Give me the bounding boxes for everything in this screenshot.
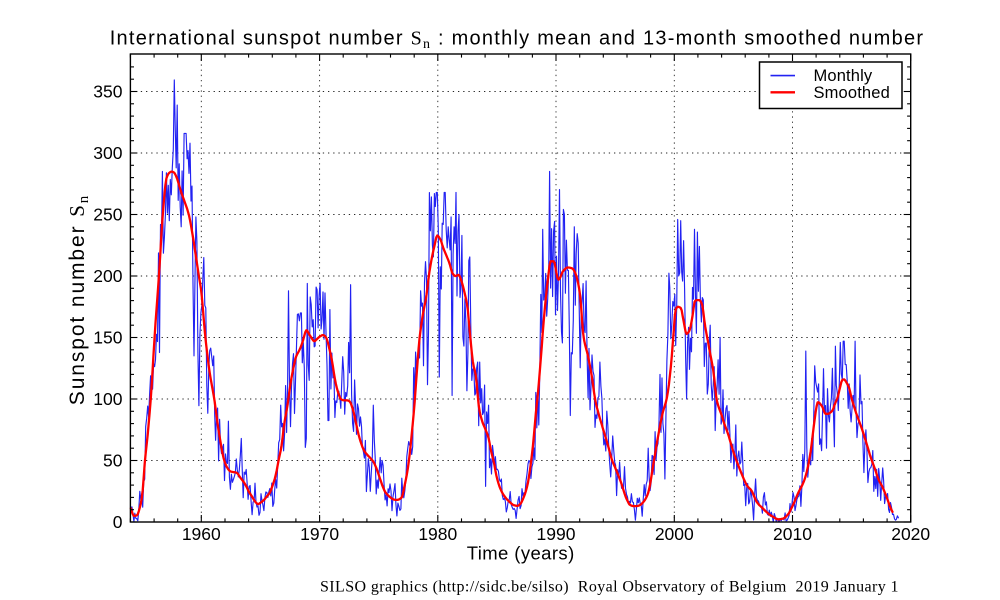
svg-text:1990: 1990 xyxy=(537,524,576,544)
svg-text:2020: 2020 xyxy=(891,524,930,544)
svg-text:1970: 1970 xyxy=(300,524,339,544)
svg-text:350: 350 xyxy=(93,82,122,102)
svg-text:2010: 2010 xyxy=(773,524,812,544)
svg-text:300: 300 xyxy=(93,143,122,163)
svg-text:Sunspot number Sn: Sunspot number Sn xyxy=(65,194,92,405)
svg-text:2000: 2000 xyxy=(655,524,694,544)
svg-text:SILSO graphics (http://sidc.be: SILSO graphics (http://sidc.be/silso) Ro… xyxy=(320,579,899,596)
svg-text:Monthly: Monthly xyxy=(814,67,873,85)
svg-text:100: 100 xyxy=(93,389,122,409)
svg-text:International sunspot number S: International sunspot number Sn : monthl… xyxy=(110,28,925,53)
svg-text:Smoothed: Smoothed xyxy=(814,84,890,102)
svg-text:0: 0 xyxy=(113,512,123,532)
svg-text:150: 150 xyxy=(93,328,122,348)
svg-text:1980: 1980 xyxy=(418,524,457,544)
svg-text:Time (years): Time (years) xyxy=(467,543,575,564)
svg-text:1960: 1960 xyxy=(182,524,221,544)
svg-text:250: 250 xyxy=(93,205,122,225)
svg-text:200: 200 xyxy=(93,266,122,286)
svg-text:50: 50 xyxy=(103,451,123,471)
